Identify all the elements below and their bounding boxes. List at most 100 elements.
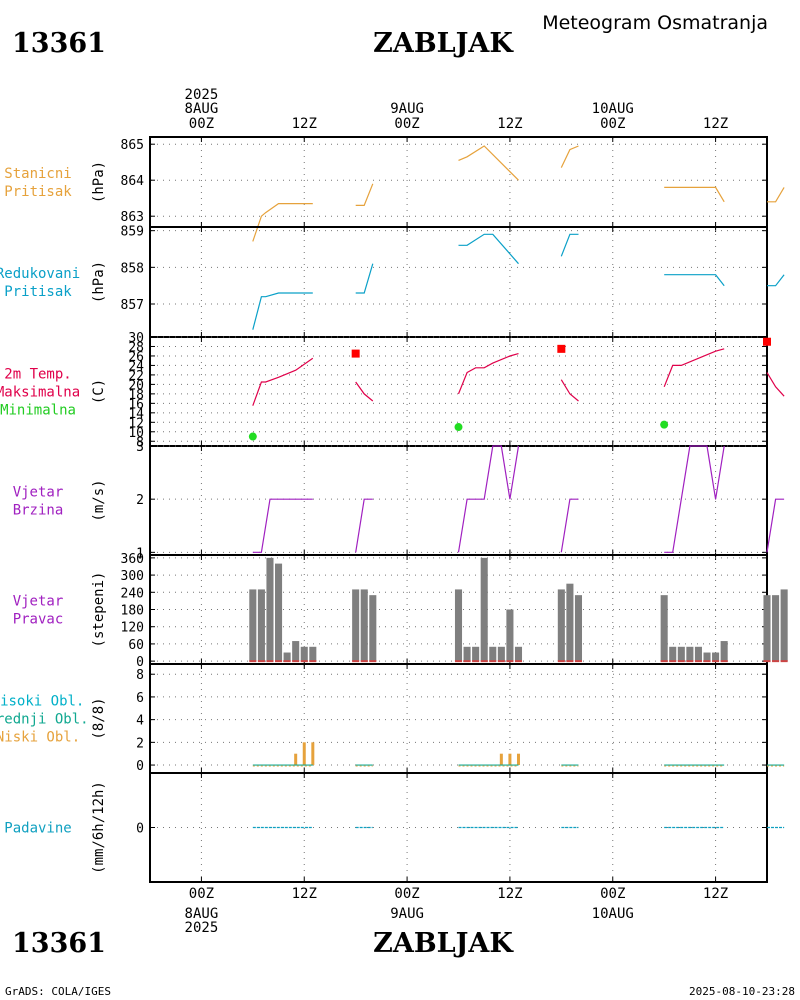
y-tick-label: 24 <box>128 359 144 374</box>
panel-unit-label: (C) <box>91 379 107 404</box>
y-tick-label: 28 <box>128 340 144 355</box>
top-hour-tick-label: 00Z <box>394 116 419 132</box>
y-tick-label: 859 <box>121 225 144 240</box>
top-hour-tick-label: 12Z <box>703 116 728 132</box>
wind-direction-bar <box>249 589 257 662</box>
y-tick-label: 1 <box>136 546 144 561</box>
wind-direction-bar <box>369 595 377 662</box>
wind-direction-bar <box>283 652 291 662</box>
y-tick-label: 3 <box>136 440 144 455</box>
y-tick-label: 8 <box>136 668 144 683</box>
wind-speed-series-line <box>457 445 520 553</box>
y-tick-label: 22 <box>128 369 144 384</box>
y-tick-label: 863 <box>121 210 144 225</box>
panel-label: Maksimalna <box>0 385 80 401</box>
wind-direction-bar <box>472 646 480 662</box>
chart-frame <box>149 136 768 883</box>
bottom-hour-tick-label: 12Z <box>703 886 728 902</box>
panel-label: Pritisak <box>4 184 72 200</box>
wind-direction-bar <box>506 609 514 662</box>
station-pressure-series-line <box>252 203 313 242</box>
reduced-pressure-series-line <box>664 274 725 287</box>
wind-direction-bar <box>703 652 711 662</box>
bottom-hour-tick-label: 00Z <box>600 886 625 902</box>
reduced-pressure-series-line <box>252 292 313 330</box>
y-tick-label: 8 <box>136 435 144 450</box>
reduced-pressure-series-line <box>355 263 374 294</box>
tmax-marker <box>351 349 360 358</box>
y-tick-label: 864 <box>121 174 145 189</box>
top-date-label: 2025 <box>185 87 219 103</box>
y-tick-label: 30 <box>128 331 144 346</box>
y-tick-label: 858 <box>121 261 144 276</box>
panel-label: 2m Temp. <box>4 367 71 383</box>
panel-unit-label: (hPa) <box>91 161 107 203</box>
panel-label: Pritisak <box>4 284 72 300</box>
y-tick-label: 0 <box>136 759 144 774</box>
y-tick-label: 20 <box>128 378 144 393</box>
reduced-pressure-series-line <box>458 233 519 265</box>
low-cloud-bar <box>499 753 503 766</box>
station-pressure-series-line <box>560 145 579 168</box>
y-tick-label: 18 <box>128 388 144 403</box>
panel-label: Padavine <box>4 821 71 837</box>
meteogram-subtitle: Meteogram Osmatranja <box>542 12 768 34</box>
wind-direction-bar <box>780 589 788 662</box>
title-station-id-bottom: 13361 <box>12 928 106 959</box>
temperature-series-line <box>457 353 519 395</box>
y-tick-label: 2 <box>136 736 144 751</box>
panel-label: Niski Obl. <box>0 730 80 746</box>
panel-unit-label: (8/8) <box>91 697 107 739</box>
wind-direction-bar <box>686 646 694 662</box>
tmin-marker <box>248 432 257 441</box>
bottom-date-label: 10AUG <box>592 906 634 922</box>
y-tick-label: 60 <box>128 638 144 653</box>
low-cloud-bar <box>516 753 520 766</box>
top-date-label: 9AUG <box>390 101 424 117</box>
wind-speed-series-line <box>664 445 725 553</box>
panel-label: Srednji Obl. <box>0 712 89 728</box>
wind-direction-bar <box>309 646 317 662</box>
y-tick-label: 2 <box>136 493 144 508</box>
wind-direction-bar <box>514 646 523 662</box>
top-hour-tick-label: 00Z <box>600 116 625 132</box>
y-tick-label: 360 <box>121 552 144 567</box>
title-station-id-top: 13361 <box>12 28 106 59</box>
y-tick-label: 865 <box>121 138 144 153</box>
y-tick-label: 14 <box>128 407 144 422</box>
panel-label: Vjetar <box>13 485 64 501</box>
low-cloud-bar <box>508 753 512 766</box>
wind-direction-bar <box>489 646 497 662</box>
panel-label: Minimalna <box>0 403 76 419</box>
station-pressure-series-line <box>664 186 725 203</box>
top-hour-tick-label: 12Z <box>292 116 317 132</box>
reduced-pressure-series-line <box>560 233 579 257</box>
wind-direction-bar <box>300 646 308 662</box>
top-hour-tick-label: 12Z <box>497 116 522 132</box>
wind-direction-bar <box>352 589 360 662</box>
wind-direction-bar <box>677 646 685 662</box>
wind-direction-bar <box>669 646 677 662</box>
station-pressure-series-line <box>355 183 374 206</box>
bottom-hour-tick-label: 12Z <box>292 886 317 902</box>
y-tick-label: 12 <box>128 416 144 431</box>
bottom-date-label: 2025 <box>185 920 219 936</box>
wind-direction-bar <box>566 583 574 662</box>
wind-direction-bar <box>463 646 471 662</box>
panel-label: Redukovani <box>0 266 80 282</box>
station-pressure-series-line <box>458 145 519 181</box>
title-station-name-bottom: ZABLJAK <box>373 928 513 959</box>
wind-speed-series-line <box>560 498 579 553</box>
y-tick-label: 300 <box>121 569 144 584</box>
panel-unit-label: (hPa) <box>91 261 107 303</box>
temperature-series-line <box>355 381 374 402</box>
y-tick-label: 857 <box>121 298 144 313</box>
panel-label: Vjetar <box>13 594 64 610</box>
bottom-hour-tick-label: 00Z <box>189 886 214 902</box>
tmin-marker <box>660 420 669 429</box>
low-cloud-bar <box>302 742 306 766</box>
wind-direction-bar <box>454 589 463 662</box>
wind-direction-bar <box>360 589 368 662</box>
panel-label: Visoki Obl. <box>0 694 84 710</box>
y-tick-label: 0 <box>136 822 144 837</box>
